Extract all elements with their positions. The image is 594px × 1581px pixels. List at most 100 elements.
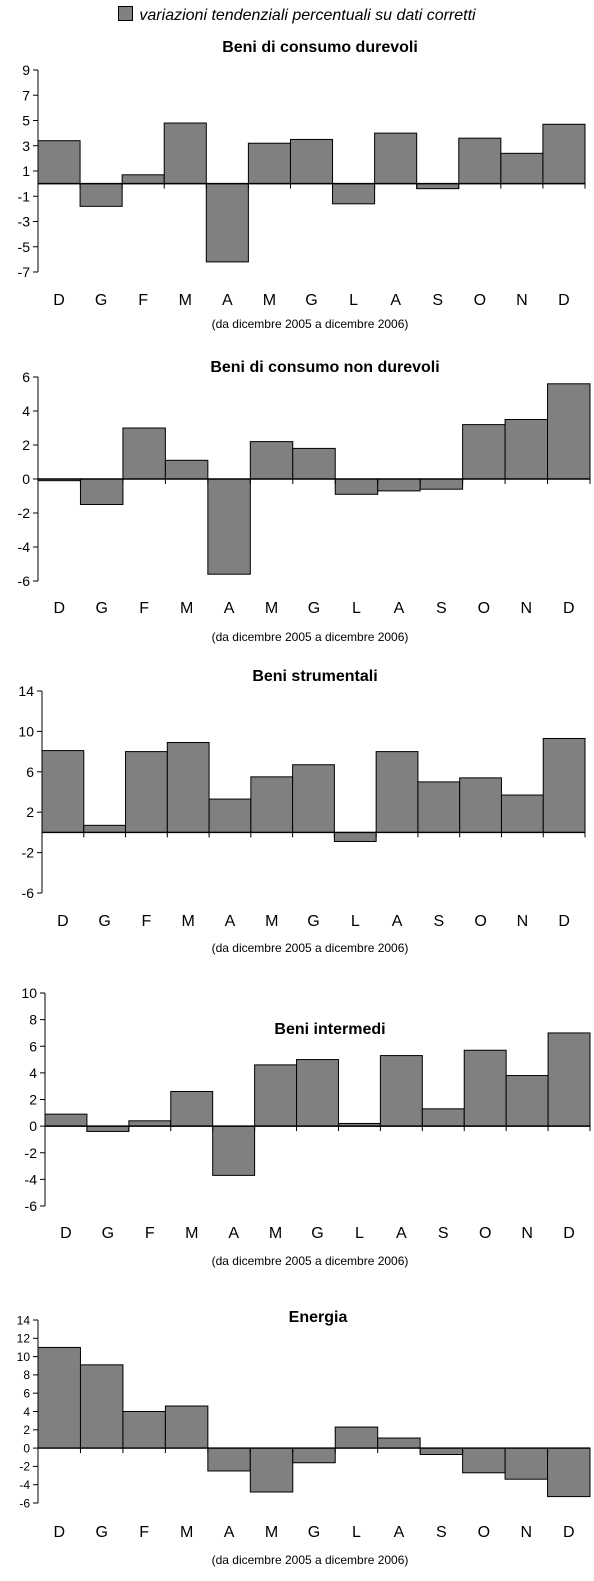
y-tick-label: -1 <box>18 188 31 204</box>
bar <box>377 1437 421 1449</box>
chart-4: Beni intermedi 10 8 6 4 2 0 -2 -4 -6 D G F M A M G L A S O N D… <box>21 985 591 1268</box>
category-label: L <box>351 913 360 930</box>
category-label: D <box>558 292 570 309</box>
chart-3: Beni strumentali 14 10 6 2 -2 -6 D G F M A M G L A S O N D (… <box>18 668 586 955</box>
category-label: N <box>517 913 529 930</box>
y-tick-label: 10 <box>17 1350 31 1364</box>
category-label: M <box>263 292 276 309</box>
y-tick-label: 14 <box>18 683 34 699</box>
category-label: G <box>98 913 110 930</box>
category-label: M <box>180 600 193 617</box>
category-label: D <box>60 1225 72 1242</box>
category-label: D <box>563 1524 575 1541</box>
y-tick-label: 8 <box>23 1368 30 1382</box>
y-tick-label: -4 <box>19 1478 30 1492</box>
legend: variazioni tendenziali percentuali su da… <box>0 6 594 25</box>
category-label: L <box>352 1524 361 1541</box>
bar <box>249 1447 294 1493</box>
y-tick-label: 14 <box>17 1313 31 1327</box>
category-label: G <box>311 1225 323 1242</box>
bar <box>44 1113 88 1127</box>
y-tick-label: 0 <box>29 1118 37 1134</box>
x-axis-note: (da dicembre 2005 a dicembre 2006) <box>212 941 409 955</box>
bar <box>292 447 336 480</box>
bar <box>500 152 544 185</box>
bar <box>374 132 418 185</box>
chart-2: Beni di consumo non durevoli 6 4 2 0 -2 -4 -6 D G… <box>18 359 591 644</box>
x-axis-note: (da dicembre 2005 a dicembre 2006) <box>212 317 409 331</box>
bar <box>542 737 586 833</box>
x-axis-note: (da dicembre 2005 a dicembre 2006) <box>212 1553 409 1567</box>
category-label: N <box>521 1524 533 1541</box>
category-label: G <box>308 1524 320 1541</box>
category-label: D <box>558 913 570 930</box>
category-label: M <box>265 600 278 617</box>
bar <box>292 1447 336 1464</box>
bar <box>296 1059 339 1127</box>
chart-1: Beni di consumo durevoli 9 7 5 3 1 -1 -3 -5 -7 D G F… <box>18 39 586 331</box>
bar <box>462 1447 506 1474</box>
bar <box>79 1364 124 1449</box>
bar <box>504 419 549 480</box>
category-label: F <box>138 292 148 309</box>
y-tick-label: 10 <box>18 723 34 739</box>
y-tick-label: 6 <box>22 369 30 385</box>
category-label: O <box>474 913 486 930</box>
bar <box>121 174 165 185</box>
x-axis-note: (da dicembre 2005 a dicembre 2006) <box>212 630 409 644</box>
y-tick-label: 1 <box>22 163 30 179</box>
y-tick-label: 9 <box>22 62 30 78</box>
bar <box>416 183 460 190</box>
bar <box>254 1064 298 1127</box>
bar <box>419 1447 464 1456</box>
y-tick-label: -5 <box>18 239 31 255</box>
y-tick-label: -2 <box>18 505 31 521</box>
category-label: A <box>225 913 236 930</box>
category-label: G <box>308 600 320 617</box>
category-label: S <box>436 1524 447 1541</box>
bar <box>208 798 252 833</box>
category-label: G <box>102 1225 114 1242</box>
y-tick-label: 6 <box>23 1387 30 1401</box>
chart-title: Beni strumentali <box>252 668 377 685</box>
bar <box>459 777 502 833</box>
category-label: A <box>224 1524 235 1541</box>
category-label: M <box>179 292 192 309</box>
bar <box>505 1075 549 1127</box>
category-label: O <box>478 1524 490 1541</box>
y-tick-label: -4 <box>25 1171 38 1187</box>
y-tick-label: -6 <box>19 1496 30 1510</box>
bar <box>122 1411 166 1449</box>
category-label: F <box>139 600 149 617</box>
bar <box>463 1049 507 1127</box>
y-tick-label: -6 <box>18 573 31 589</box>
bar <box>379 1055 423 1127</box>
y-tick-label: 2 <box>26 804 34 820</box>
chart-title: Beni di consumo non durevoli <box>210 359 439 376</box>
bar <box>500 794 544 833</box>
bar <box>37 140 81 185</box>
bar <box>79 478 124 505</box>
y-tick-label: 6 <box>29 1038 37 1054</box>
bar <box>377 478 421 492</box>
y-tick-label: 2 <box>22 437 30 453</box>
bar <box>247 142 291 185</box>
bar <box>504 1447 549 1480</box>
category-label: L <box>352 600 361 617</box>
bar <box>547 1447 591 1498</box>
bar <box>128 1120 172 1127</box>
bar <box>207 478 251 575</box>
bar <box>547 383 591 480</box>
y-tick-label: -6 <box>25 1198 38 1214</box>
bar <box>462 424 506 480</box>
y-tick-label: -3 <box>18 214 31 230</box>
category-label: N <box>521 1225 533 1242</box>
category-label: D <box>563 1225 575 1242</box>
bar <box>334 1426 379 1449</box>
y-tick-label: -7 <box>18 264 31 280</box>
category-label: A <box>396 1225 407 1242</box>
category-label: A <box>394 600 405 617</box>
bar <box>334 478 379 495</box>
category-label: D <box>53 600 65 617</box>
category-label: F <box>142 913 152 930</box>
